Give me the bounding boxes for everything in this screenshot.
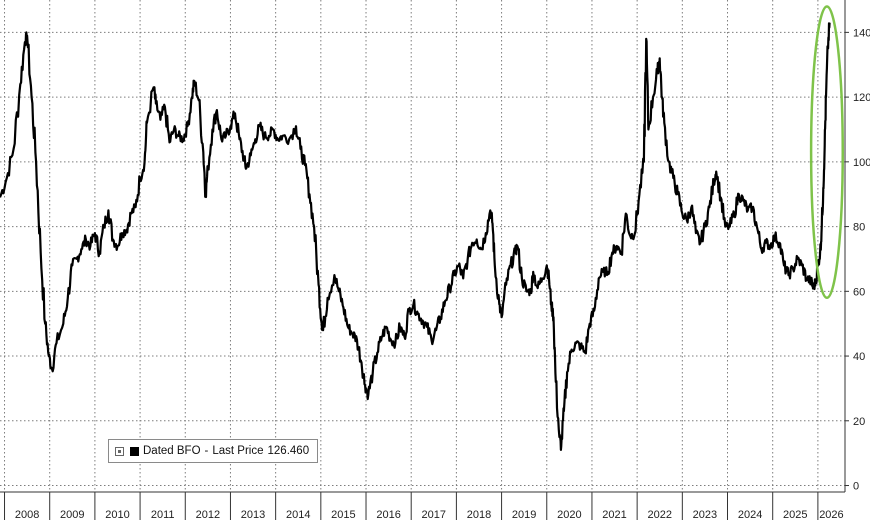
x-tick-label: 2012 (196, 509, 220, 520)
x-tick-label: 2011 (151, 509, 175, 520)
x-tick-label: 2010 (105, 509, 129, 520)
grid-lines (0, 0, 845, 492)
x-tick-label: 2018 (467, 509, 491, 520)
y-tick-label: 120 (853, 92, 870, 104)
x-tick-label: 2023 (693, 509, 717, 520)
x-tick-label: 2020 (557, 509, 581, 520)
y-tick-label: 100 (853, 157, 870, 169)
x-tick-label: 2008 (15, 509, 39, 520)
x-tick-label: 2016 (376, 509, 400, 520)
x-tick-label: 2026 (819, 509, 843, 520)
x-tick-label: 2019 (512, 509, 536, 520)
y-tick-label: 140 (853, 27, 870, 39)
legend-swatch (130, 446, 139, 456)
y-axis-ticks: 0 20 40 60 80 100 120 140 (845, 27, 870, 493)
x-tick-label: 2014 (286, 509, 310, 520)
legend-series-name: Dated BFO (143, 445, 201, 457)
series-line-dated-bfo (0, 22, 831, 451)
x-tick-label: 2025 (783, 509, 807, 520)
x-axis-ticks: 2008 2009 2010 2011 2012 2013 2014 2015 2016 2017… (4, 492, 844, 520)
axes (0, 0, 846, 493)
y-tick-label: 0 (853, 481, 859, 493)
y-tick-label: 20 (853, 416, 865, 428)
y-tick-label: 60 (853, 286, 865, 298)
legend-field-label: Last Price (212, 445, 264, 457)
y-tick-label: 80 (853, 222, 865, 234)
x-tick-label: 2013 (241, 509, 265, 520)
x-tick-label: 2024 (738, 509, 762, 520)
highlight-ellipse (809, 5, 844, 300)
legend: Dated BFO - Last Price 126.460 (108, 439, 319, 463)
x-tick-label: 2021 (602, 509, 626, 520)
x-tick-label: 2009 (60, 509, 84, 520)
y-tick-label: 40 (853, 351, 865, 363)
legend-expand-icon (115, 446, 124, 456)
legend-separator: - (204, 445, 209, 457)
x-tick-label: 2017 (422, 509, 446, 520)
x-tick-label: 2015 (331, 509, 355, 520)
legend-value: 126.460 (267, 445, 310, 457)
x-tick-label: 2022 (647, 509, 671, 520)
